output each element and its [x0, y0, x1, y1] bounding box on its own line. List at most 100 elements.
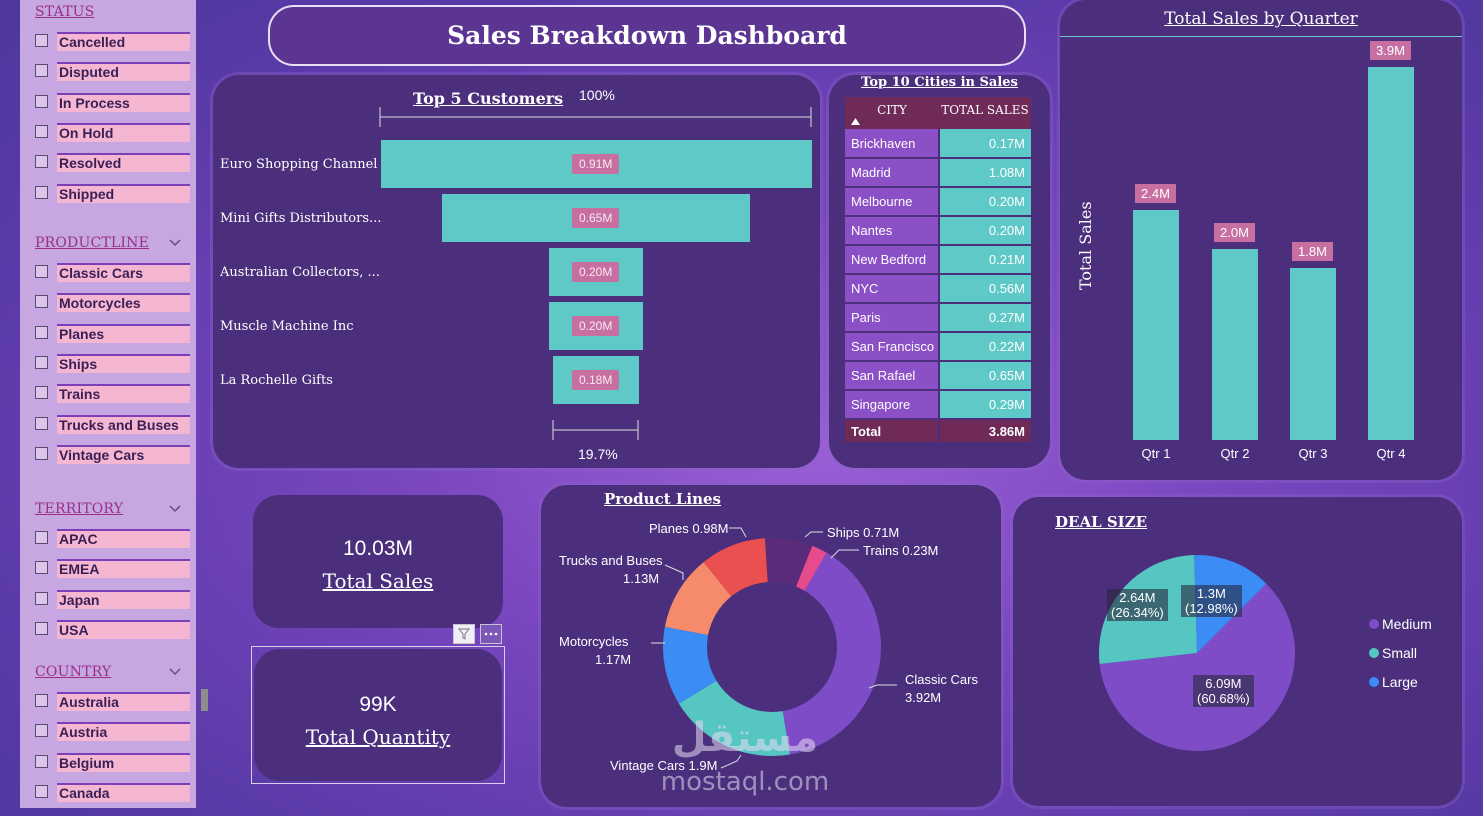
checkbox[interactable] [35, 186, 48, 199]
checkbox[interactable] [35, 447, 48, 460]
column-header-city[interactable]: CITY [845, 97, 939, 129]
slicer-option-ships[interactable]: Ships [33, 352, 191, 374]
chevron-down-icon[interactable] [169, 502, 181, 514]
checkbox[interactable] [35, 34, 48, 47]
table-row[interactable]: San Rafael 0.65M [845, 361, 1031, 391]
slicer-option-austria[interactable]: Austria [33, 720, 191, 742]
slicer-option-disputed[interactable]: Disputed [33, 60, 191, 82]
slicer-option-usa[interactable]: USA [33, 618, 191, 640]
table-row[interactable]: Singapore 0.29M [845, 390, 1031, 420]
slicer-option-australia[interactable]: Australia [33, 690, 191, 712]
slicer-option-cancelled[interactable]: Cancelled [33, 30, 191, 52]
table-row[interactable]: Brickhaven 0.17M [845, 129, 1031, 159]
checkbox[interactable] [35, 622, 48, 635]
checkbox[interactable] [35, 417, 48, 430]
label-motorcycles: Motorcycles [559, 634, 629, 649]
slicer-option-vintage-cars[interactable]: Vintage Cars [33, 443, 191, 465]
product-lines-donut[interactable]: Product Lines Planes 0.98M Ships 0.71M T… [541, 485, 1001, 807]
cities-table[interactable]: CITY TOTAL SALES Brickhaven 0.17M Madrid 1.… [845, 97, 1031, 444]
quarter-value-label: 3.9M [1370, 40, 1411, 60]
slicer-option-trucks-and-buses[interactable]: Trucks and Buses [33, 413, 191, 435]
donut-slice-trucks-and-buses[interactable] [664, 562, 732, 636]
quarter-bar[interactable] [1368, 66, 1414, 440]
quarter-sales-chart[interactable]: Total Sales by Quarter Total Sales 2.4M Q… [1060, 0, 1462, 480]
slicer-option-trains[interactable]: Trains [33, 382, 191, 404]
title-divider [1060, 36, 1462, 37]
sales-cell: 1.08M [939, 158, 1031, 188]
total-quantity-card[interactable]: 99K Total Quantity [254, 649, 502, 781]
sales-cell: 0.20M [939, 187, 1031, 217]
quarter-axis-label: Qtr 2 [1220, 446, 1250, 461]
column-header-total-sales[interactable]: TOTAL SALES [939, 97, 1031, 129]
funnel-top-percent: 100% [579, 87, 615, 103]
slicer-option-on-hold[interactable]: On Hold [33, 121, 191, 143]
quarter-bar[interactable] [1212, 248, 1258, 440]
quarter-bar[interactable] [1290, 267, 1336, 440]
donut-slice-ships[interactable] [764, 538, 813, 587]
checkbox[interactable] [35, 265, 48, 278]
slicer-scrollbar[interactable] [201, 689, 208, 711]
chevron-down-icon[interactable] [169, 665, 181, 677]
deal-size-pie[interactable]: DEAL SIZE 2.64M (26.34%) 1.3M (12.98%) 6… [1013, 497, 1462, 806]
top-customers-funnel[interactable]: Top 5 Customers 100% Euro Shopping Chann… [213, 75, 820, 468]
city-cell: Brickhaven [845, 129, 940, 159]
checkbox[interactable] [35, 561, 48, 574]
table-row[interactable]: NYC 0.56M [845, 274, 1031, 304]
sales-cell: 0.17M [939, 129, 1031, 159]
legend-item-small[interactable]: Small [1369, 645, 1417, 661]
label-classic-cars: Classic Cars [905, 672, 978, 687]
slicer-option-shipped[interactable]: Shipped [33, 182, 191, 204]
label-trucks-value: 1.13M [623, 571, 659, 586]
slicer-option-resolved[interactable]: Resolved [33, 151, 191, 173]
slicer-option-apac[interactable]: APAC [33, 527, 191, 549]
total-sales-card[interactable]: 10.03M Total Sales [253, 495, 503, 628]
pie-slice-medium[interactable] [1099, 583, 1295, 752]
checkbox[interactable] [35, 724, 48, 737]
checkbox[interactable] [35, 386, 48, 399]
slicer-option-belgium[interactable]: Belgium [33, 751, 191, 773]
product-lines-svg: Planes 0.98M Ships 0.71M Trains 0.23M Tr… [559, 521, 978, 773]
table-row[interactable]: New Bedford 0.21M [845, 245, 1031, 275]
legend-item-medium[interactable]: Medium [1369, 616, 1432, 632]
checkbox[interactable] [35, 531, 48, 544]
slicer-option-planes[interactable]: Planes [33, 322, 191, 344]
slicer-option-japan[interactable]: Japan [33, 588, 191, 610]
sort-ascending-icon[interactable] [851, 118, 860, 125]
slicer-option-in-process[interactable]: In Process [33, 91, 191, 113]
checkbox[interactable] [35, 694, 48, 707]
donut-slice-motorcycles[interactable] [663, 626, 717, 704]
chevron-down-icon[interactable] [169, 236, 181, 248]
table-row[interactable]: Nantes 0.20M [845, 216, 1031, 246]
checkbox[interactable] [35, 95, 48, 108]
checkbox[interactable] [35, 755, 48, 768]
checkbox[interactable] [35, 785, 48, 798]
more-options-icon[interactable] [480, 624, 502, 644]
funnel-bottom-percent: 19.7% [578, 446, 618, 462]
checkbox[interactable] [35, 592, 48, 605]
table-row[interactable]: Paris 0.27M [845, 303, 1031, 333]
checkbox[interactable] [35, 356, 48, 369]
donut-slice-trains[interactable] [796, 545, 827, 591]
customer-name: Euro Shopping Channel [220, 157, 378, 172]
label-large: 1.3M (12.98%) [1181, 585, 1242, 617]
quarter-bar[interactable] [1133, 210, 1179, 440]
legend-item-large[interactable]: Large [1369, 674, 1418, 690]
table-row[interactable]: San Francisco 0.22M [845, 332, 1031, 362]
slicer-option-motorcycles[interactable]: Motorcycles [33, 291, 191, 313]
checkbox[interactable] [35, 64, 48, 77]
donut-slice-planes[interactable] [703, 538, 768, 597]
slicer-option-classic-cars[interactable]: Classic Cars [33, 261, 191, 283]
donut-slice-vintage-cars[interactable] [678, 680, 790, 756]
funnel-value-label: 0.20M [572, 262, 620, 282]
donut-slice-classic-cars[interactable] [782, 552, 881, 755]
table-row[interactable]: Madrid 1.08M [845, 158, 1031, 188]
filter-icon[interactable] [453, 624, 475, 644]
slicer-option-emea[interactable]: EMEA [33, 557, 191, 579]
slicer-option-canada[interactable]: Canada [33, 781, 191, 803]
checkbox[interactable] [35, 125, 48, 138]
checkbox[interactable] [35, 326, 48, 339]
total-quantity-selected-frame[interactable]: 99K Total Quantity [251, 646, 505, 784]
checkbox[interactable] [35, 155, 48, 168]
checkbox[interactable] [35, 295, 48, 308]
table-row[interactable]: Melbourne 0.20M [845, 187, 1031, 217]
